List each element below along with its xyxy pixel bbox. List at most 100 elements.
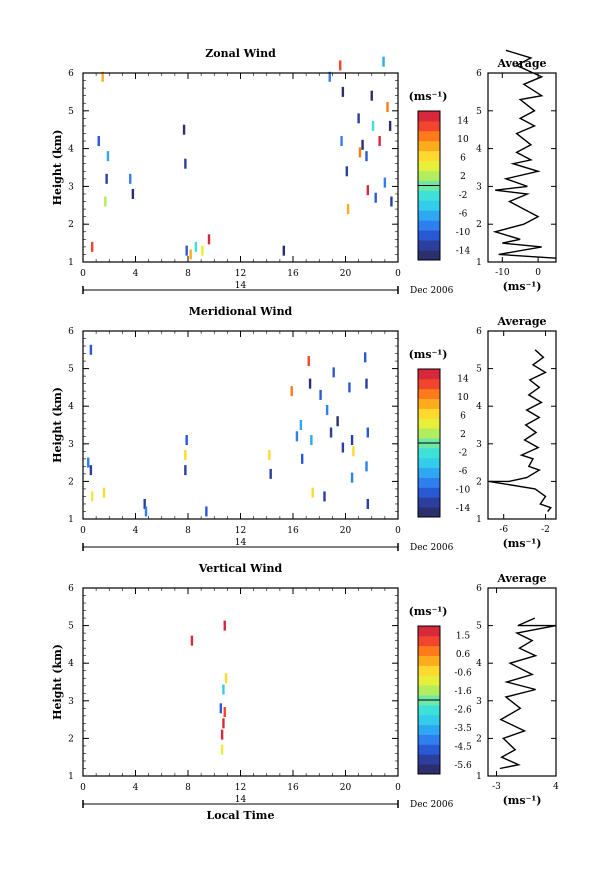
average-frame (487, 587, 557, 777)
colorbar-segment (418, 754, 440, 765)
average-y-tick-label: 3 (476, 440, 482, 450)
heatmap-cell (365, 461, 368, 472)
average-y-tick-label: 4 (476, 659, 482, 669)
heatmap-cell (336, 416, 339, 427)
heatmap-cell (89, 465, 93, 476)
average-x-tick-label: -10 (495, 268, 510, 278)
heatmap-cell (201, 245, 204, 256)
colorbar-segment (418, 428, 440, 439)
x-tick-label: 20 (340, 269, 352, 279)
colorbar-segment (418, 398, 440, 409)
heatmap-cell (290, 386, 293, 397)
heatmap-cell (325, 404, 329, 415)
x-tick-label: 8 (185, 269, 191, 279)
colorbar-segment (418, 665, 440, 676)
y-tick-label: 6 (68, 327, 74, 337)
heatmap-cell (205, 506, 208, 517)
heatmap-cell (341, 86, 345, 97)
heatmap-cell (350, 435, 354, 446)
heatmap-cell (310, 435, 313, 446)
heatmap-cell (370, 90, 373, 101)
average-frame (487, 330, 557, 520)
y-tick-label: 4 (68, 659, 74, 669)
heatmap-cell (352, 446, 355, 457)
heatmap-cell (143, 498, 146, 509)
colorbar-tick-label: -4.5 (454, 742, 472, 752)
heatmap-cell (345, 166, 349, 177)
y-tick-label: 4 (68, 145, 74, 155)
heatmap-cell (358, 147, 362, 158)
colorbar-segment (418, 467, 440, 478)
colorbar-segment (418, 447, 440, 459)
average-y-tick-label: 3 (476, 182, 482, 192)
y-axis-label: Height (km) (51, 644, 64, 720)
colorbar-segment (418, 675, 440, 686)
heatmap-cell (386, 102, 389, 113)
heatmap-cell (348, 382, 351, 393)
colorbar-segment (418, 734, 440, 745)
colorbar-segment (418, 764, 440, 775)
heatmap-cell (219, 703, 223, 714)
average-frame (487, 72, 557, 263)
heatmap-cell (339, 60, 342, 71)
y-tick-label: 2 (68, 734, 74, 744)
colorbar-segment (418, 704, 440, 716)
heatmap-cell (104, 196, 107, 207)
heatmap-cell (224, 673, 228, 684)
colorbar-segment (418, 714, 440, 726)
colorbar-tick-label: 6 (460, 411, 466, 421)
average-y-tick-label: 2 (476, 220, 482, 230)
panel-title: Zonal Wind (205, 47, 276, 60)
colorbar-tick-label: 10 (457, 393, 469, 403)
colorbar-segment (418, 635, 440, 647)
heatmap-cell (300, 453, 304, 464)
x-tick-label: 20 (340, 526, 352, 536)
heatmap-cell (365, 151, 368, 162)
colorbar-tick-label: -2 (459, 448, 468, 458)
colorbar-tick-label: 14 (457, 116, 469, 126)
heatmap-cell (184, 465, 187, 476)
average-title: Average (496, 572, 546, 585)
average-x-tick-label: 0 (535, 268, 541, 278)
colorbar-segment (418, 250, 440, 261)
colorbar-tick-label: 1.5 (456, 631, 471, 641)
colorbar-segment (418, 170, 440, 181)
colorbar-tick-label: -1.6 (454, 687, 472, 697)
colorbar-unit: (ms⁻¹) (409, 90, 448, 103)
x-tick-label: 0 (80, 526, 86, 536)
average-y-tick-label: 5 (476, 107, 482, 117)
heatmap-cell (144, 506, 148, 517)
colorbar-tick-label: -10 (456, 485, 471, 495)
average-x-label: (ms⁻¹) (503, 794, 542, 807)
heatmap-cell (223, 620, 226, 631)
heatmap-cell (105, 173, 108, 184)
colorbar-segment (418, 378, 440, 390)
average-profile-line (492, 49, 557, 259)
y-tick-label: 1 (68, 258, 74, 268)
heatmap-cell (90, 241, 94, 252)
average-y-tick-label: 5 (476, 622, 482, 632)
colorbar-tick-label: 2 (460, 430, 466, 440)
average-x-tick-label: 4 (553, 782, 559, 792)
colorbar-segment (418, 477, 440, 488)
heatmap-cell (131, 188, 135, 199)
colorbar-segment (418, 190, 440, 201)
heatmap-cell (222, 718, 225, 729)
heatmap-cell (101, 71, 104, 82)
day-label: 14 (235, 795, 247, 805)
y-tick-label: 6 (68, 69, 74, 79)
heatmap-cell (269, 468, 272, 479)
colorbar-segment (418, 744, 440, 755)
x-tick-label: 0 (395, 526, 401, 536)
heatmap-cell (185, 245, 188, 256)
y-tick-label: 2 (68, 477, 74, 487)
y-tick-label: 5 (68, 622, 74, 632)
colorbar-segment (418, 230, 440, 241)
heatmap-cell (374, 192, 377, 203)
x-tick-label: 8 (185, 783, 191, 793)
heatmap-cell (189, 249, 192, 260)
x-tick-label: 8 (185, 526, 191, 536)
colorbar-segment (418, 200, 440, 211)
